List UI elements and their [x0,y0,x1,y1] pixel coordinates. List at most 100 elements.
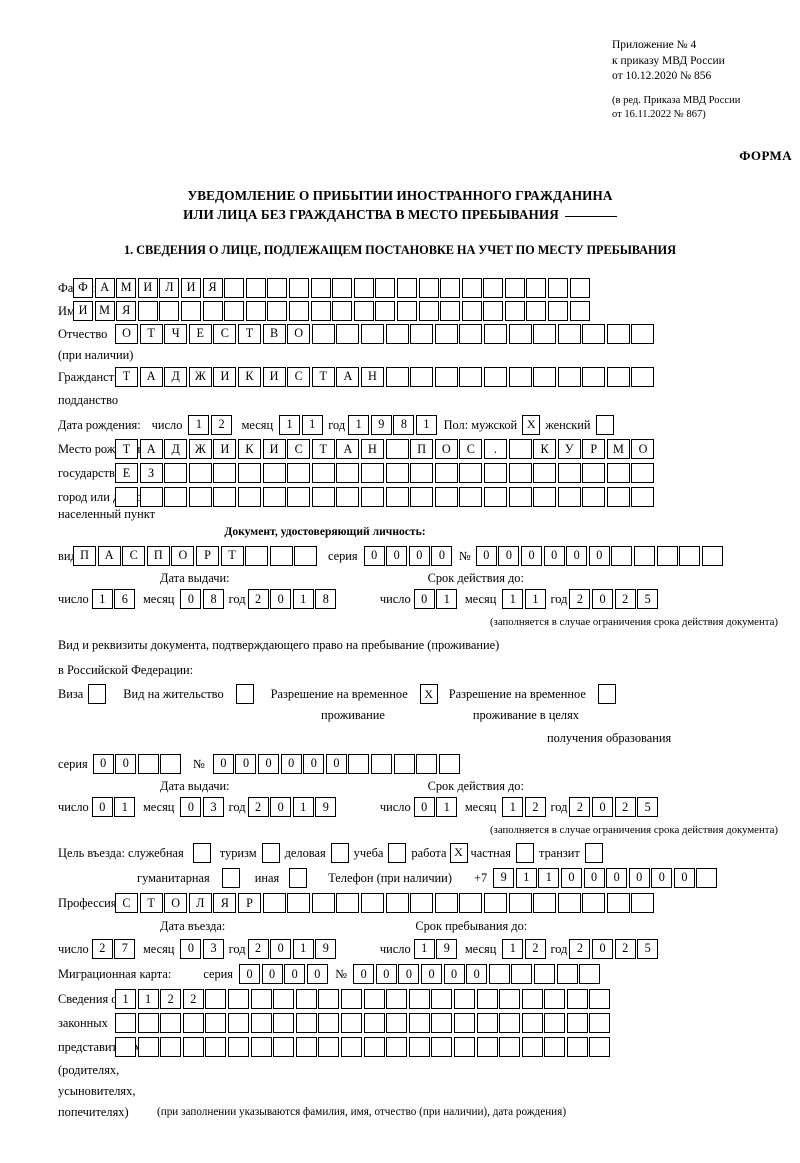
char-box[interactable]: С [287,439,311,459]
char-box[interactable]: 0 [413,797,435,817]
char-box[interactable]: 6 [114,589,136,609]
char-box[interactable] [245,277,266,298]
char-box[interactable] [410,323,434,344]
char-box[interactable]: 1 [413,938,435,959]
char-box[interactable]: 0 [270,589,292,609]
char-box[interactable]: 0 [408,545,430,566]
char-box[interactable] [360,487,384,507]
char-box[interactable]: О [171,545,195,566]
char-box[interactable] [611,545,633,566]
char-box[interactable] [434,893,458,913]
char-box[interactable]: 0 [180,797,202,817]
char-box[interactable] [431,989,453,1009]
char-box[interactable]: 0 [592,938,614,959]
char-box[interactable] [294,545,318,566]
char-box[interactable] [410,893,434,913]
char-box[interactable] [459,487,483,507]
char-box[interactable]: 8 [393,414,415,435]
char-box[interactable]: Р [195,545,219,566]
char-box[interactable]: У [557,439,581,459]
char-box[interactable] [371,753,393,774]
char-box[interactable] [269,545,293,566]
char-box[interactable]: 0 [560,867,582,888]
purpose-service-checkbox[interactable] [192,842,211,863]
char-box[interactable]: 1 [115,989,136,1009]
char-box[interactable] [287,463,311,483]
char-box[interactable] [160,1013,182,1033]
char-box[interactable]: 5 [637,797,659,817]
char-box[interactable] [521,989,543,1009]
char-box[interactable] [137,1013,159,1033]
char-box[interactable] [375,300,396,321]
char-box[interactable] [410,463,434,483]
char-box[interactable]: И [213,439,237,459]
char-box[interactable] [589,1013,611,1033]
char-box[interactable]: 0 [115,753,137,774]
char-box[interactable] [408,1037,430,1057]
char-box[interactable] [434,366,458,387]
char-box[interactable]: 2 [91,938,113,959]
char-box[interactable] [348,753,370,774]
char-box[interactable]: К [237,366,261,387]
char-box[interactable] [557,366,581,387]
char-box[interactable] [521,1013,543,1033]
char-box[interactable] [115,1013,136,1033]
char-box[interactable] [311,463,335,483]
char-box[interactable] [544,989,566,1009]
char-box[interactable] [440,300,461,321]
char-box[interactable] [340,1013,362,1033]
char-box[interactable]: 5 [637,938,659,959]
char-box[interactable]: С [287,366,311,387]
char-box[interactable]: 0 [628,867,650,888]
char-box[interactable] [245,300,266,321]
char-box[interactable] [139,487,163,507]
char-box[interactable]: П [73,545,96,566]
char-box[interactable]: М [116,277,137,298]
char-box[interactable]: К [533,439,557,459]
char-box[interactable] [205,1013,227,1033]
char-box[interactable] [461,300,482,321]
char-box[interactable]: А [336,366,360,387]
char-box[interactable] [332,277,353,298]
char-box[interactable] [631,463,655,483]
char-box[interactable]: 2 [211,414,232,435]
char-box[interactable]: 0 [588,545,610,566]
char-box[interactable]: 0 [566,545,588,566]
char-box[interactable] [557,893,581,913]
char-box[interactable]: 1 [515,867,537,888]
char-box[interactable] [360,893,384,913]
char-box[interactable] [408,1013,430,1033]
char-box[interactable] [566,1037,588,1057]
char-box[interactable] [393,753,415,774]
purpose-study-checkbox[interactable] [388,842,407,863]
char-box[interactable] [310,277,331,298]
char-box[interactable] [459,893,483,913]
char-box[interactable] [227,989,249,1009]
char-box[interactable]: 0 [375,964,397,984]
char-box[interactable] [213,463,237,483]
sex-male-checkbox[interactable]: X [522,414,541,435]
char-box[interactable] [696,867,718,888]
char-box[interactable] [363,1013,385,1033]
char-box[interactable] [461,277,482,298]
char-box[interactable] [386,1013,408,1033]
char-box[interactable] [267,277,288,298]
char-box[interactable] [508,487,532,507]
char-box[interactable]: С [213,323,237,344]
char-box[interactable] [332,300,353,321]
char-box[interactable]: 2 [524,938,546,959]
char-box[interactable] [227,1013,249,1033]
char-box[interactable] [182,1037,204,1057]
char-box[interactable] [508,463,532,483]
